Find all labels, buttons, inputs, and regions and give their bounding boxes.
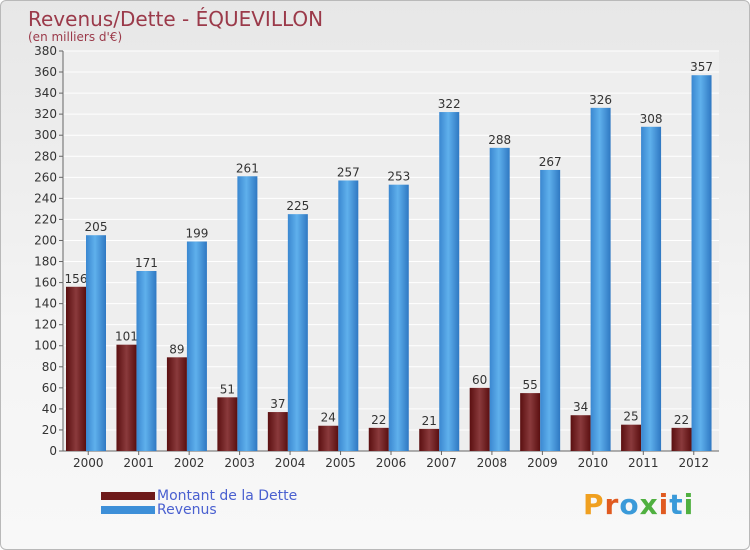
data-label-debt: 25 [623,410,638,424]
bar-debt [570,415,591,451]
bar-revenue [237,176,258,451]
x-tick-label: 2012 [678,456,709,470]
bar-revenue [388,184,409,451]
y-tick-label: 80 [42,360,57,374]
bar-debt [166,357,187,451]
y-tick-label: 300 [34,128,57,142]
y-tick-label: 380 [34,44,57,58]
legend-label-revenue: Revenus [157,502,217,518]
x-tick-label: 2003 [224,456,255,470]
bar-revenue [641,126,662,451]
bar-revenue [338,180,359,451]
data-label-debt: 55 [523,378,538,392]
y-tick-label: 40 [42,402,57,416]
data-label-revenue: 308 [640,112,663,126]
bar-revenue [287,214,308,451]
y-tick-label: 0 [49,444,57,458]
y-tick-label: 360 [34,65,57,79]
data-label-revenue: 326 [589,93,612,107]
data-label-debt: 22 [371,413,386,427]
y-tick-label: 280 [34,149,57,163]
y-tick-label: 120 [34,318,57,332]
bar-debt [621,424,642,451]
x-tick-label: 2009 [527,456,558,470]
x-tick-label: 2006 [376,456,407,470]
data-label-revenue: 257 [337,165,360,179]
bar-revenue [186,241,207,451]
data-label-revenue: 253 [387,170,410,184]
x-tick-label: 2005 [325,456,356,470]
x-tick-label: 2000 [73,456,104,470]
x-tick-label: 2010 [578,456,609,470]
data-label-revenue: 171 [135,256,158,270]
y-tick-label: 60 [42,381,57,395]
bar-debt [671,427,692,451]
bar-revenue [439,112,460,451]
legend-swatch-debt [101,492,155,500]
bar-revenue [691,75,712,452]
x-tick-label: 2008 [477,456,508,470]
bar-revenue [590,107,611,451]
data-label-revenue: 267 [539,155,562,169]
y-tick-label: 20 [42,423,57,437]
y-tick-label: 340 [34,86,57,100]
chart-subtitle: (en milliers d'€) [28,30,123,44]
data-label-debt: 24 [321,411,336,425]
x-tick-label: 2002 [174,456,205,470]
bar-debt [116,344,137,451]
bar-debt [318,425,339,451]
data-label-revenue: 205 [85,220,108,234]
y-tick-label: 140 [34,297,57,311]
legend-item-revenue: Revenus [101,503,217,517]
data-label-debt: 101 [115,330,138,344]
bar-revenue [489,147,510,451]
data-label-debt: 89 [169,342,184,356]
data-label-revenue: 288 [488,133,511,147]
legend-label-debt: Montant de la Dette [157,488,298,504]
data-label-revenue: 322 [438,97,461,111]
chart-title: Revenus/Dette - ÉQUEVILLON [28,7,324,31]
bar-debt [419,428,440,451]
proxiti-logo: Proxiti [583,488,695,521]
y-tick-label: 100 [34,339,57,353]
x-tick-label: 2004 [275,456,306,470]
data-label-debt: 156 [65,272,88,286]
y-tick-label: 160 [34,276,57,290]
bar-revenue [136,271,157,451]
data-label-debt: 37 [270,397,285,411]
x-tick-label: 2007 [426,456,457,470]
data-label-revenue: 357 [690,60,713,74]
y-tick-label: 200 [34,233,57,247]
data-label-revenue: 199 [185,227,208,241]
bar-debt [368,427,389,451]
data-label-debt: 51 [220,382,235,396]
data-label-debt: 60 [472,373,487,387]
legend-item-debt: Montant de la Dette [101,489,297,503]
data-label-revenue: 225 [286,199,309,213]
y-tick-label: 180 [34,255,57,269]
bar-debt [520,393,541,451]
x-tick-label: 2011 [628,456,659,470]
y-tick-label: 220 [34,212,57,226]
bar-revenue [540,169,561,451]
bar-revenue [86,235,106,451]
x-tick-label: 2001 [123,456,154,470]
legend-swatch-revenue [101,506,155,514]
data-label-debt: 22 [674,413,689,427]
data-label-debt: 21 [422,414,437,428]
data-label-revenue: 261 [236,161,259,175]
bar-debt [217,397,238,451]
bar-debt [469,387,490,451]
bar-debt [66,286,86,451]
data-label-debt: 34 [573,400,588,414]
y-tick-label: 260 [34,170,57,184]
bar-debt [267,412,288,451]
y-tick-label: 320 [34,107,57,121]
y-tick-label: 240 [34,191,57,205]
